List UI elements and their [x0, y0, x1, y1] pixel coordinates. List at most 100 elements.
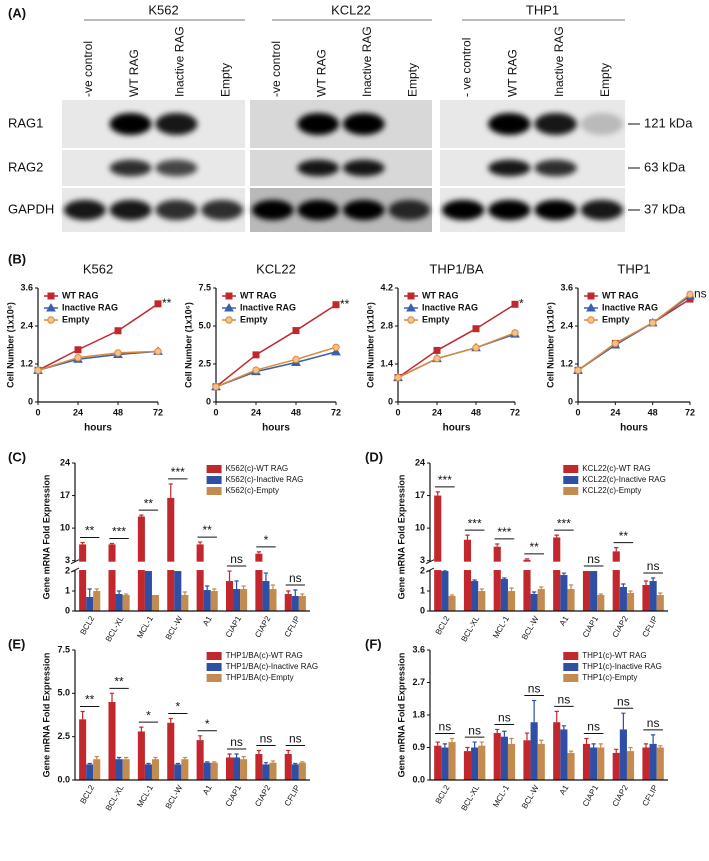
error-bar: [650, 734, 656, 744]
lane-label: - ve control: [459, 38, 473, 97]
x-axis-label: hours: [84, 423, 112, 434]
legend-marker: [47, 292, 55, 300]
error-bar: [139, 726, 144, 732]
y-tick-label: 0.0: [412, 774, 425, 784]
error-bar: [227, 753, 232, 758]
band: [342, 199, 385, 221]
x-tick-label: 48: [113, 407, 123, 417]
error-bar: [465, 534, 470, 540]
error-bar: [168, 483, 173, 498]
marker: [574, 366, 582, 375]
series-line: [397, 303, 516, 379]
band: [488, 159, 531, 177]
x-tick-label: CIAP2: [253, 614, 273, 639]
bar: [291, 596, 299, 611]
annotation: ns: [289, 571, 302, 585]
error-bar: [175, 762, 180, 765]
annotation: ns: [647, 559, 660, 573]
y-tick-label: 2.4: [560, 320, 573, 330]
legend-label: Inactive RAG: [422, 302, 478, 312]
error-bar: [449, 737, 455, 743]
error-bar: [472, 741, 477, 748]
bar: [291, 764, 299, 780]
marker: [252, 366, 260, 374]
x-tick-label: CFLIP: [283, 784, 302, 808]
panel-label: (C): [8, 449, 26, 464]
error-bar: [465, 746, 470, 752]
bar: [144, 571, 152, 611]
annotation: ***: [468, 516, 482, 530]
error-bar: [479, 741, 484, 746]
bar: [612, 551, 620, 611]
bar: [478, 591, 486, 611]
x-tick-label: 24: [73, 407, 83, 417]
error-bar: [198, 735, 203, 741]
y-tick-label: 1: [420, 585, 425, 595]
annotation: ns: [558, 693, 571, 707]
y-tick-label: 24: [415, 457, 425, 467]
band: [488, 112, 531, 136]
bar: [298, 596, 306, 611]
bar: [500, 736, 508, 780]
legend-label: KCL22(c)-Inactive RAG: [582, 475, 666, 484]
bar: [115, 594, 123, 611]
x-tick-label: CFLIP: [641, 615, 660, 639]
annotation: ns: [528, 682, 541, 696]
row-label: GAPDH: [8, 201, 54, 216]
annotation: *: [175, 700, 180, 714]
bar: [93, 759, 101, 780]
band: [297, 112, 340, 136]
y-tick-label: 2.5: [198, 358, 211, 368]
error-bar: [263, 762, 269, 765]
legend-marker: [406, 302, 416, 312]
bar: [493, 733, 501, 780]
x-tick-label: 0: [575, 407, 580, 417]
bar: [144, 764, 152, 780]
legend-label: KCL22(c)-Empty: [582, 486, 641, 495]
marker: [74, 353, 82, 362]
error-bar: [650, 577, 656, 582]
bar: [225, 757, 234, 780]
x-tick-label: CFLIP: [641, 784, 660, 808]
bar: [530, 594, 538, 611]
bar: [500, 579, 508, 611]
legend-marker: [224, 302, 234, 312]
error-bar: [568, 584, 574, 590]
series-line: [577, 293, 691, 371]
error-bar: [531, 591, 537, 595]
x-tick-label: BCL2: [434, 783, 452, 805]
bar: [582, 743, 591, 780]
lane-label: Empty: [218, 63, 232, 97]
y-tick-label: 17: [415, 490, 425, 500]
bar: [612, 752, 620, 780]
y-axis-label: Cell Number (1x10⁶): [183, 302, 193, 388]
y-tick-label: 0.0: [57, 774, 70, 784]
x-tick-label: A1: [201, 783, 214, 796]
x-tick-label: BCL-W: [520, 614, 541, 641]
annotation: *: [264, 533, 269, 547]
cell-line: KCL22: [331, 2, 371, 17]
bar: [196, 740, 204, 780]
bar: [642, 585, 650, 611]
chart-title: THP1: [617, 261, 650, 276]
y-tick-label: 0: [206, 396, 211, 406]
annotation: **: [144, 496, 154, 510]
band: [342, 159, 385, 177]
band: [534, 112, 577, 136]
error-bar: [205, 585, 210, 591]
annotation: ns: [694, 287, 707, 301]
axis-break: [426, 561, 668, 571]
marker: [74, 346, 82, 354]
error-bar: [591, 743, 596, 748]
legend-label: Inactive RAG: [62, 302, 118, 312]
bar: [626, 593, 635, 611]
error-bar: [116, 590, 122, 595]
chart-title: K562: [83, 261, 113, 276]
cell-line: K562: [148, 2, 178, 17]
x-tick-label: BCL2: [78, 614, 96, 636]
band: [297, 199, 340, 221]
error-bar: [495, 543, 500, 547]
y-axis-label: Cell Number (1x10⁶): [365, 302, 375, 388]
bar: [174, 764, 182, 780]
annotation: ns: [468, 723, 481, 737]
